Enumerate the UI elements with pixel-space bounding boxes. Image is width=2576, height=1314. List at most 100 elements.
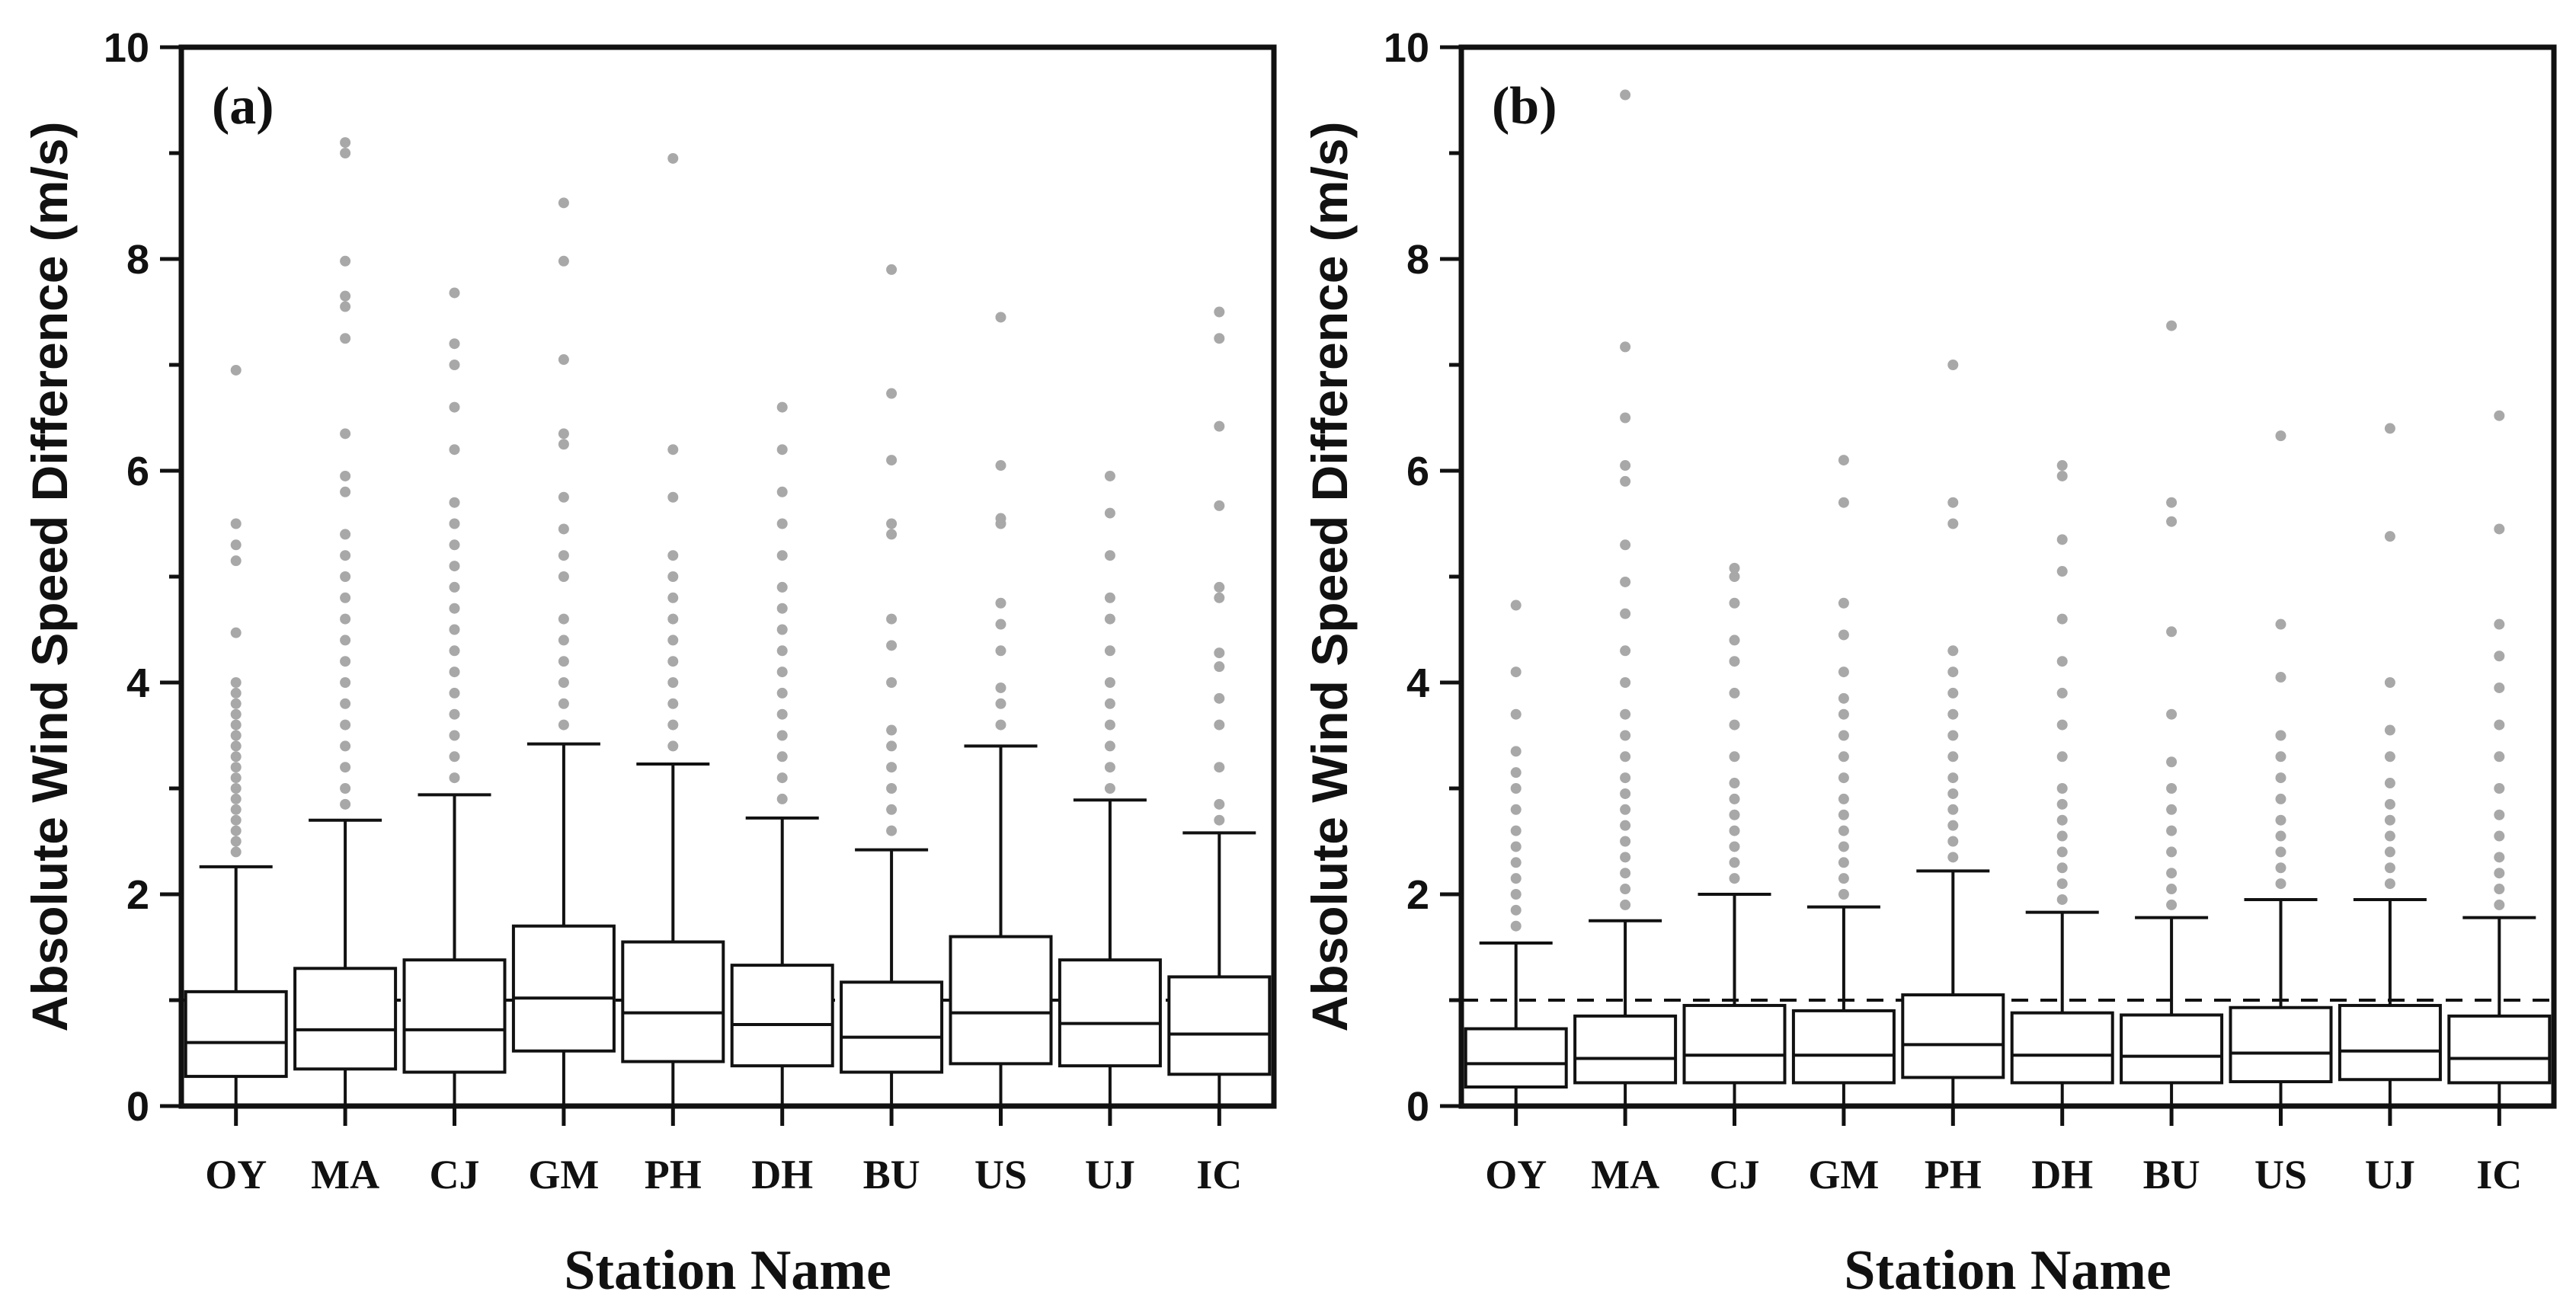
outlier-point	[2384, 423, 2395, 434]
outlier-point	[2494, 619, 2505, 630]
outlier-point	[1838, 825, 1849, 836]
outlier-point	[1214, 798, 1225, 810]
outlier-point	[1947, 667, 1959, 678]
outlier-point	[1729, 719, 1740, 731]
outlier-point	[2494, 868, 2505, 879]
x-tick-label: CJ	[1710, 1152, 1760, 1197]
outlier-point	[2384, 751, 2395, 763]
outlier-point	[558, 719, 569, 731]
box-iqr	[1682, 1003, 1787, 1085]
outlier-point	[558, 550, 569, 561]
outlier-point	[230, 730, 242, 741]
outlier-point	[1510, 920, 1522, 932]
outlier-point	[558, 491, 569, 503]
outlier-point	[340, 301, 351, 312]
outlier-point	[995, 460, 1006, 472]
outlier-point	[667, 550, 679, 561]
outlier-point	[1214, 333, 1225, 344]
outlier-point	[2384, 814, 2395, 826]
outlier-point	[2384, 798, 2395, 810]
outlier-point	[995, 719, 1006, 731]
box-MA: MA	[293, 137, 398, 1197]
outlier-point	[558, 428, 569, 440]
x-tick-label: MA	[1591, 1152, 1659, 1197]
x-tick-label: IC	[2476, 1152, 2522, 1197]
outlier-point	[449, 624, 460, 635]
outlier-point	[1838, 889, 1849, 900]
outlier-point	[558, 635, 569, 646]
outlier-point	[1947, 772, 1959, 784]
outlier-point	[1620, 730, 1631, 741]
outlier-point	[2056, 830, 2068, 842]
outlier-point	[2494, 651, 2505, 662]
y-tick-label: 2	[1406, 872, 1429, 918]
outlier-point	[1620, 341, 1631, 353]
outlier-point	[886, 613, 898, 625]
outlier-point	[230, 708, 242, 720]
outlier-point	[1104, 613, 1115, 625]
outlier-point	[449, 751, 460, 763]
outlier-point	[1838, 629, 1849, 641]
outlier-point	[2056, 613, 2068, 625]
outlier-point	[558, 571, 569, 582]
box-CJ: CJ	[402, 287, 507, 1197]
y-tick-label: 0	[1406, 1084, 1429, 1130]
outlier-point	[230, 804, 242, 815]
x-tick-label: DH	[2031, 1152, 2093, 1197]
outlier-point	[449, 687, 460, 699]
outlier-point	[1729, 778, 1740, 789]
outlier-point	[2056, 846, 2068, 858]
outlier-point	[340, 148, 351, 158]
outlier-point	[449, 645, 460, 657]
outlier-point	[230, 814, 242, 826]
outlier-point	[1729, 635, 1740, 646]
outlier-point	[1510, 841, 1522, 852]
outlier-point	[667, 635, 679, 646]
outlier-point	[2056, 656, 2068, 667]
x-tick-label: DH	[751, 1152, 813, 1197]
outlier-point	[340, 486, 351, 497]
outlier-point	[1947, 708, 1959, 720]
outlier-point	[2494, 809, 2505, 820]
outlier-point	[230, 698, 242, 709]
outlier-point	[2166, 846, 2178, 858]
outlier-point	[449, 772, 460, 784]
outlier-point	[340, 255, 351, 267]
outlier-point	[1510, 904, 1522, 916]
outlier-point	[886, 825, 898, 836]
outlier-point	[2494, 830, 2505, 842]
outlier-point	[1620, 804, 1631, 815]
outlier-point	[1620, 884, 1631, 895]
outlier-point	[776, 444, 788, 456]
outlier-point	[776, 708, 788, 720]
outlier-point	[449, 708, 460, 720]
outlier-point	[1620, 475, 1631, 487]
outlier-point	[1510, 804, 1522, 815]
outlier-point	[667, 656, 679, 667]
outlier-point	[1729, 793, 1740, 804]
outlier-point	[2166, 708, 2178, 720]
outlier-point	[340, 740, 351, 752]
outlier-point	[230, 687, 242, 699]
outlier-point	[2275, 793, 2286, 804]
outlier-point	[340, 719, 351, 731]
box-iqr	[2010, 1011, 2114, 1085]
outlier-point	[449, 518, 460, 529]
outlier-point	[2494, 783, 2505, 794]
outlier-point	[2384, 724, 2395, 736]
outlier-point	[449, 360, 460, 370]
outlier-point	[1620, 751, 1631, 763]
outlier-point	[1947, 804, 1959, 815]
box-iqr	[2447, 1014, 2552, 1085]
outlier-point	[1620, 460, 1631, 472]
outlier-point	[2056, 566, 2068, 577]
outlier-point	[449, 287, 460, 299]
outlier-point	[1620, 576, 1631, 587]
outlier-point	[1620, 788, 1631, 799]
outlier-point	[2056, 460, 2068, 472]
outlier-point	[1838, 772, 1849, 784]
outlier-point	[1510, 825, 1522, 836]
outlier-point	[1947, 820, 1959, 831]
y-tick-label: 4	[1406, 660, 1429, 706]
